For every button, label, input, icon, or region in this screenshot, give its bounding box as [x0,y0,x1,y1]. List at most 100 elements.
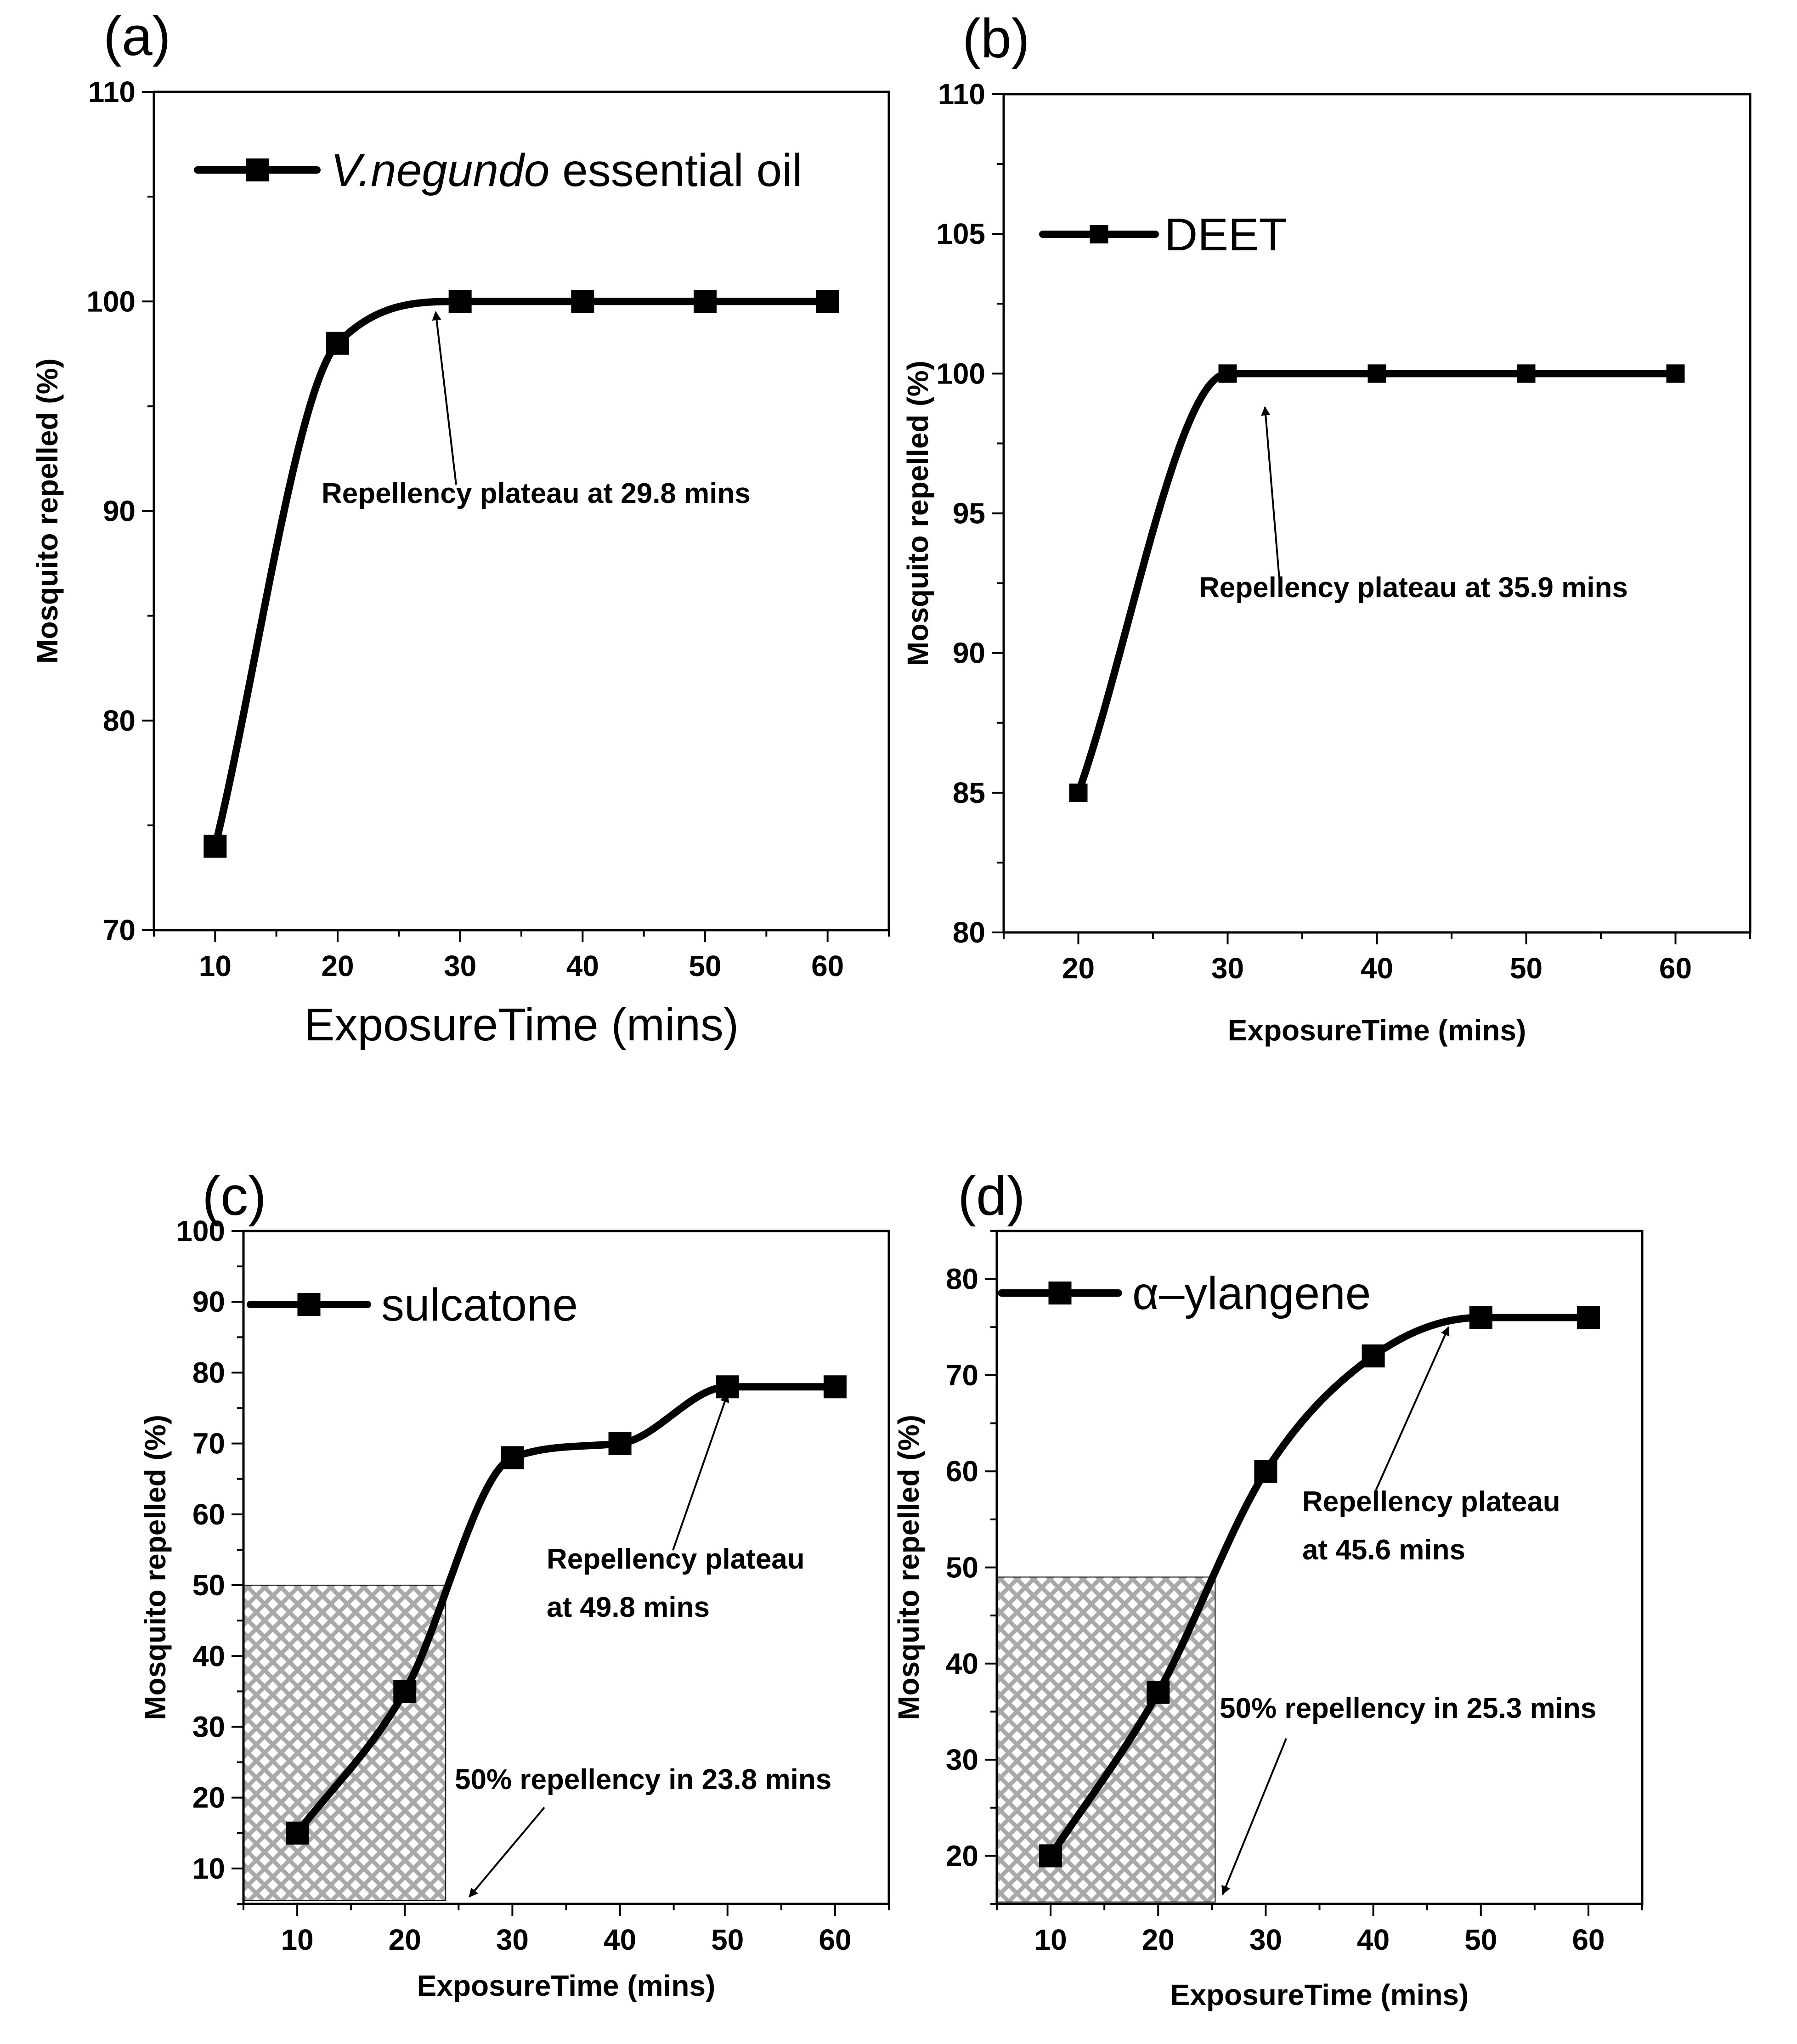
x-tick-label: 40 [1361,952,1393,985]
y-axis-title: Mosquito repelled (%) [31,358,64,664]
chart-panel-a: (a) 10 20 30 40 50 60 70 80 90 100 110 ExposureTime … [31,6,890,1050]
annotation-text: 50% repellency in 25.3 mins [1220,1693,1596,1724]
legend-label: sulcatone [381,1279,578,1331]
y-tick-label: 30 [192,1710,225,1743]
y-tick-label: 80 [192,1356,225,1389]
annotation-arrow [1261,406,1280,579]
y-tick-label: 90 [953,637,985,670]
legend-label-italic: V.negundo [331,145,549,196]
y-axis-title: Mosquito repelled (%) [139,1415,172,1720]
x-tick-label: 50 [711,1923,744,1956]
y-tick-label: 20 [946,1839,978,1872]
y-tick-label: 100 [176,1214,225,1248]
series-line [1074,370,1679,796]
x-tick-label: 30 [496,1923,529,1956]
annotation-text: Repellency plateau [1302,1486,1560,1518]
y-tick-label: 30 [946,1743,978,1776]
y-tick-label: 100 [86,285,136,318]
x-tick-label: 50 [689,949,721,982]
legend-marker [297,1293,321,1316]
legend-label-rest: essential oil [549,145,802,196]
x-tick-label: 10 [199,949,232,982]
data-point [1368,364,1386,383]
x-axis-title: ExposureTime (mins) [304,999,739,1050]
panel-label: (b) [962,8,1030,69]
x-tick-label: 60 [811,949,844,982]
data-point [393,1680,417,1703]
x-tick-label: 60 [1659,952,1692,985]
y-tick-label: 40 [192,1639,225,1672]
y-tick-label: 60 [192,1498,225,1531]
x-tick-label: 60 [819,1923,851,1956]
y-tick-label: 50 [946,1551,978,1584]
annotation-arrow [672,1393,729,1551]
annotation-arrow [469,1807,545,1898]
y-tick-label: 70 [946,1359,978,1392]
x-tick-label: 20 [1142,1923,1175,1956]
x-tick-label: 30 [1211,952,1244,985]
y-tick-label: 80 [953,916,985,949]
y-tick-label: 90 [103,495,136,528]
data-point [571,290,594,313]
x-tick-label: 60 [1572,1923,1605,1956]
y-tick-label: 10 [192,1852,225,1885]
series-line [211,298,831,850]
y-tick-label: 80 [946,1263,978,1296]
legend-label: α–ylangene [1132,1268,1371,1319]
data-point [501,1446,524,1469]
data-point [326,332,349,355]
y-tick-label: 40 [946,1647,978,1680]
x-tick-label: 10 [1034,1923,1067,1956]
panel-label: (c) [202,1165,266,1227]
data-point [1577,1306,1600,1329]
plot-frame [1002,93,1752,934]
data-point [1666,364,1685,383]
y-axis-title: Mosquito repelled (%) [901,361,934,666]
panel-label: (d) [958,1165,1025,1227]
data-point [816,290,839,313]
y-tick-label: 95 [953,497,985,530]
y-tick-label: 105 [936,217,985,250]
data-point [286,1821,309,1845]
legend-marker [246,158,269,181]
annotation-text: at 45.6 mins [1302,1534,1465,1566]
y-tick-label: 50 [192,1569,225,1602]
x-tick-label: 20 [1062,952,1095,985]
data-point [1517,364,1536,383]
data-point [694,290,717,313]
x-tick-label: 40 [1357,1923,1390,1956]
chart-panel-c: (c) 10 20 30 40 50 60 10 20 30 40 50 60 70 80 90 100 Expo… [139,1165,890,2002]
data-point [448,290,472,313]
legend-label: V.negundo essential oil [331,145,802,196]
x-axis-title: ExposureTime (mins) [1228,1014,1526,1047]
x-tick-label: 30 [1249,1923,1282,1956]
y-tick-label: 70 [103,914,136,947]
data-point [1254,1460,1277,1483]
annotation-arrow [1375,1326,1450,1491]
x-tick-label: 50 [1464,1923,1497,1956]
y-tick-label: 110 [938,78,985,111]
y-tick-label: 110 [88,75,136,108]
shaded-region [243,1585,446,1901]
panel-label: (a) [103,6,171,67]
y-axis-title: Mosquito repelled (%) [892,1415,925,1720]
data-point [1069,783,1088,802]
annotation-text: Repellency plateau at 35.9 mins [1199,572,1628,604]
data-point [1039,1844,1062,1868]
annotation-text: at 49.8 mins [547,1592,710,1623]
annotation-text: 50% repellency in 23.8 mins [455,1764,831,1796]
data-point [1218,364,1237,383]
data-point [1362,1344,1385,1368]
x-tick-label: 30 [444,949,476,982]
data-point [608,1432,632,1455]
legend-label: DEET [1164,209,1287,260]
y-tick-label: 85 [953,776,985,809]
x-tick-label: 50 [1510,952,1543,985]
x-tick-label: 10 [281,1923,313,1956]
y-tick-label: 70 [192,1427,225,1460]
data-point [1469,1306,1492,1329]
annotation-text: Repellency plateau [547,1543,805,1575]
y-tick-label: 80 [103,704,136,737]
y-tick-label: 90 [192,1285,225,1318]
x-axis-title: ExposureTime (mins) [417,1969,716,2002]
